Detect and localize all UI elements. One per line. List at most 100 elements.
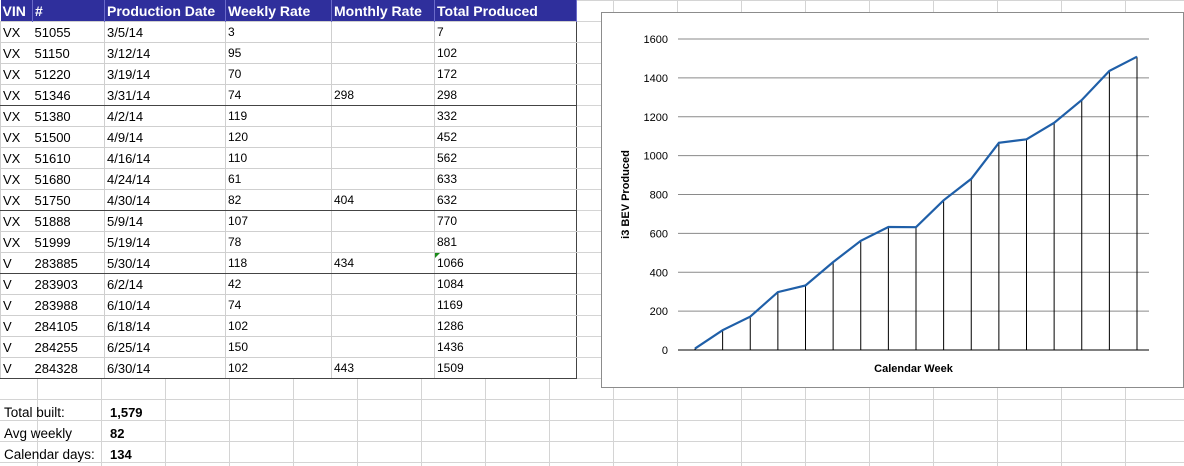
date-cell[interactable]: 3/12/14 xyxy=(104,42,226,64)
weekly-rate-cell[interactable]: 102 xyxy=(225,315,332,337)
summary-value[interactable]: 1,579 xyxy=(110,405,143,420)
date-cell[interactable]: 5/30/14 xyxy=(104,252,226,274)
monthly-rate-cell[interactable] xyxy=(331,315,435,337)
summary-value[interactable]: 82 xyxy=(110,426,125,441)
vin-cell[interactable]: VX xyxy=(0,105,33,127)
vin-cell[interactable]: VX xyxy=(0,168,33,190)
monthly-rate-cell[interactable] xyxy=(331,42,435,64)
total-produced-cell[interactable]: 102 xyxy=(434,42,577,64)
total-produced-cell[interactable]: 770 xyxy=(434,210,577,232)
weekly-rate-cell[interactable]: 102 xyxy=(225,357,332,379)
production-chart[interactable]: 0 200 400 600 800 1000 1200 1400 1600 Calendar W… xyxy=(601,12,1184,388)
number-cell[interactable]: 51500 xyxy=(32,126,105,148)
header-vin[interactable]: VIN xyxy=(0,0,33,22)
date-cell[interactable]: 5/9/14 xyxy=(104,210,226,232)
monthly-rate-cell[interactable]: 443 xyxy=(331,357,435,379)
vin-cell[interactable]: VX xyxy=(0,42,33,64)
date-cell[interactable]: 4/24/14 xyxy=(104,168,226,190)
summary-label[interactable]: Avg weekly xyxy=(4,426,73,441)
weekly-rate-cell[interactable]: 61 xyxy=(225,168,332,190)
vin-cell[interactable]: V xyxy=(0,273,33,295)
total-produced-cell[interactable]: 1084 xyxy=(434,273,577,295)
number-cell[interactable]: 51220 xyxy=(32,63,105,85)
number-cell[interactable]: 51055 xyxy=(32,21,105,43)
monthly-rate-cell[interactable] xyxy=(331,294,435,316)
monthly-rate-cell[interactable]: 434 xyxy=(331,252,435,274)
number-cell[interactable]: 283903 xyxy=(32,273,105,295)
total-produced-cell[interactable]: 452 xyxy=(434,126,577,148)
number-cell[interactable]: 51999 xyxy=(32,231,105,253)
vin-cell[interactable]: V xyxy=(0,315,33,337)
weekly-rate-cell[interactable]: 74 xyxy=(225,294,332,316)
total-produced-cell[interactable]: 562 xyxy=(434,147,577,169)
date-cell[interactable]: 3/5/14 xyxy=(104,21,226,43)
number-cell[interactable]: 51346 xyxy=(32,84,105,106)
total-produced-cell[interactable]: 298 xyxy=(434,84,577,106)
total-produced-cell[interactable]: 1509 xyxy=(434,357,577,379)
weekly-rate-cell[interactable]: 42 xyxy=(225,273,332,295)
summary-label[interactable]: Calendar days: xyxy=(4,447,95,462)
weekly-rate-cell[interactable]: 150 xyxy=(225,336,332,358)
total-produced-cell[interactable]: 632 xyxy=(434,189,577,211)
monthly-rate-cell[interactable] xyxy=(331,231,435,253)
number-cell[interactable]: 51150 xyxy=(32,42,105,64)
monthly-rate-cell[interactable] xyxy=(331,21,435,43)
total-produced-cell[interactable]: 1169 xyxy=(434,294,577,316)
number-cell[interactable]: 284105 xyxy=(32,315,105,337)
number-cell[interactable]: 284255 xyxy=(32,336,105,358)
weekly-rate-cell[interactable]: 118 xyxy=(225,252,332,274)
number-cell[interactable]: 284328 xyxy=(32,357,105,379)
total-produced-cell[interactable]: 332 xyxy=(434,105,577,127)
number-cell[interactable]: 51610 xyxy=(32,147,105,169)
vin-cell[interactable]: VX xyxy=(0,21,33,43)
monthly-rate-cell[interactable] xyxy=(331,126,435,148)
monthly-rate-cell[interactable] xyxy=(331,168,435,190)
total-produced-cell[interactable]: 1066 xyxy=(434,252,577,274)
monthly-rate-cell[interactable] xyxy=(331,105,435,127)
monthly-rate-cell[interactable]: 298 xyxy=(331,84,435,106)
vin-cell[interactable]: VX xyxy=(0,231,33,253)
header-production-date[interactable]: Production Date xyxy=(104,0,226,22)
date-cell[interactable]: 4/2/14 xyxy=(104,105,226,127)
number-cell[interactable]: 51680 xyxy=(32,168,105,190)
weekly-rate-cell[interactable]: 3 xyxy=(225,21,332,43)
number-cell[interactable]: 51750 xyxy=(32,189,105,211)
date-cell[interactable]: 6/25/14 xyxy=(104,336,226,358)
date-cell[interactable]: 3/19/14 xyxy=(104,63,226,85)
weekly-rate-cell[interactable]: 82 xyxy=(225,189,332,211)
total-produced-cell[interactable]: 633 xyxy=(434,168,577,190)
number-cell[interactable]: 51888 xyxy=(32,210,105,232)
date-cell[interactable]: 6/10/14 xyxy=(104,294,226,316)
weekly-rate-cell[interactable]: 120 xyxy=(225,126,332,148)
header-monthly-rate[interactable]: Monthly Rate xyxy=(331,0,435,22)
vin-cell[interactable]: V xyxy=(0,336,33,358)
header-number[interactable]: # xyxy=(32,0,105,22)
weekly-rate-cell[interactable]: 110 xyxy=(225,147,332,169)
vin-cell[interactable]: VX xyxy=(0,189,33,211)
vin-cell[interactable]: V xyxy=(0,252,33,274)
vin-cell[interactable]: VX xyxy=(0,63,33,85)
weekly-rate-cell[interactable]: 74 xyxy=(225,84,332,106)
total-produced-cell[interactable]: 881 xyxy=(434,231,577,253)
date-cell[interactable]: 4/16/14 xyxy=(104,147,226,169)
date-cell[interactable]: 5/19/14 xyxy=(104,231,226,253)
total-produced-cell[interactable]: 1436 xyxy=(434,336,577,358)
date-cell[interactable]: 4/9/14 xyxy=(104,126,226,148)
monthly-rate-cell[interactable] xyxy=(331,210,435,232)
weekly-rate-cell[interactable]: 95 xyxy=(225,42,332,64)
total-produced-cell[interactable]: 7 xyxy=(434,21,577,43)
vin-cell[interactable]: VX xyxy=(0,147,33,169)
number-cell[interactable]: 283988 xyxy=(32,294,105,316)
weekly-rate-cell[interactable]: 78 xyxy=(225,231,332,253)
date-cell[interactable]: 6/18/14 xyxy=(104,315,226,337)
weekly-rate-cell[interactable]: 107 xyxy=(225,210,332,232)
monthly-rate-cell[interactable]: 404 xyxy=(331,189,435,211)
date-cell[interactable]: 4/30/14 xyxy=(104,189,226,211)
number-cell[interactable]: 283885 xyxy=(32,252,105,274)
vin-cell[interactable]: VX xyxy=(0,210,33,232)
vin-cell[interactable]: V xyxy=(0,294,33,316)
vin-cell[interactable]: VX xyxy=(0,126,33,148)
monthly-rate-cell[interactable] xyxy=(331,147,435,169)
summary-value[interactable]: 134 xyxy=(110,447,132,462)
weekly-rate-cell[interactable]: 119 xyxy=(225,105,332,127)
